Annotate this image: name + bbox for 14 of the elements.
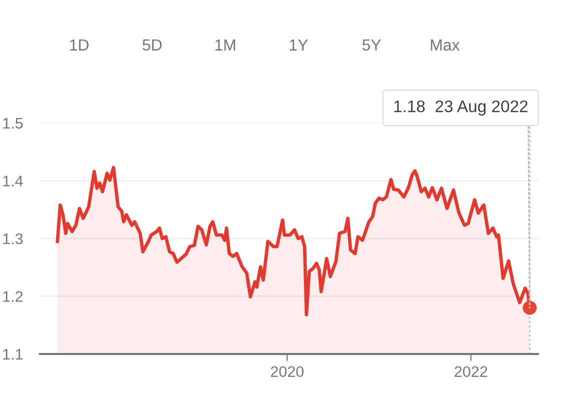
y-tick-label: 1.1 [3, 349, 23, 360]
text: Max [430, 39, 460, 51]
text: 1D [70, 39, 89, 50]
y-tick-label: 1.2 [3, 291, 23, 302]
text: 5D [142, 39, 162, 51]
y-tick-label: 1.5 [3, 118, 23, 129]
annotation: 1.18 23 Aug 2022 [394, 100, 528, 116]
x-tick-label: 2020 [270, 366, 304, 378]
x-tick-label: 2022 [454, 366, 488, 378]
text: 5Y [362, 39, 381, 51]
text: 1M [215, 39, 236, 50]
y-tick-label: 1.4 [3, 176, 23, 186]
y-tick-label: 1.3 [3, 233, 23, 244]
text: 1Y [290, 39, 308, 50]
